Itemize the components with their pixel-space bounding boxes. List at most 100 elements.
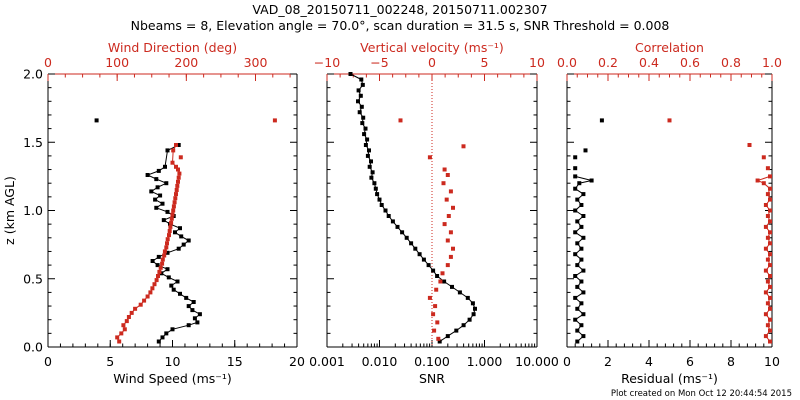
data-point (579, 257, 584, 262)
top-tick-label: 0 (428, 55, 436, 70)
data-point (173, 196, 178, 201)
data-point (573, 208, 578, 213)
data-point (272, 118, 277, 123)
data-point (165, 250, 170, 255)
data-point (575, 241, 580, 246)
top-tick-label: 0.0 (557, 55, 577, 70)
top-tick-label: 0.6 (680, 55, 700, 70)
data-point (174, 143, 178, 147)
data-point (195, 320, 200, 325)
data-point (573, 230, 578, 235)
data-point (165, 241, 169, 246)
data-point (186, 238, 191, 243)
data-point (149, 189, 154, 194)
data-point (165, 237, 170, 242)
data-point (365, 153, 370, 158)
bottom-tick-label: 0 (44, 354, 52, 369)
data-point (375, 192, 380, 197)
data-point (765, 301, 770, 306)
data-point (383, 208, 388, 213)
data-point (156, 168, 161, 173)
data-point (432, 328, 437, 333)
data-point (360, 82, 365, 87)
data-point (457, 290, 462, 295)
data-point (450, 284, 454, 289)
data-point (435, 320, 440, 325)
data-point (579, 203, 584, 207)
data-point (448, 230, 453, 235)
data-point (445, 263, 450, 268)
data-point (573, 252, 578, 257)
data-point (170, 327, 175, 332)
top-tick-label: 100 (105, 55, 129, 70)
data-point (768, 263, 772, 268)
plot-created-footer: Plot created on Mon Oct 12 20:44:54 2015 (611, 389, 792, 399)
data-point (417, 252, 422, 257)
data-point (161, 218, 166, 223)
top-tick-label: 0 (44, 55, 52, 70)
data-point (167, 229, 172, 233)
data-point (437, 339, 442, 344)
data-point (573, 155, 578, 160)
data-point (461, 144, 466, 149)
data-point (765, 214, 770, 218)
figure-title-line1: VAD_08_20150711_002248, 20150711.002307 (252, 2, 547, 17)
top-axis-label: Correlation (635, 40, 704, 55)
data-point (763, 312, 768, 317)
bottom-axis-label: Residual (ms⁻¹) (621, 371, 718, 386)
data-point (451, 205, 455, 210)
data-point (765, 235, 770, 240)
data-point (154, 278, 159, 283)
data-point (160, 201, 165, 206)
data-point (579, 246, 584, 251)
data-point (129, 310, 134, 315)
data-point (461, 323, 466, 328)
data-point (667, 118, 672, 123)
data-point (157, 269, 162, 274)
data-point (172, 200, 177, 205)
data-point (577, 181, 582, 186)
data-point (442, 222, 447, 227)
data-point (115, 335, 120, 340)
data-point (763, 268, 768, 273)
data-point (357, 110, 362, 115)
data-point (361, 115, 366, 120)
data-point (765, 192, 770, 197)
data-point (155, 263, 160, 268)
data-point (768, 208, 772, 213)
data-point (160, 335, 165, 340)
data-point (761, 155, 766, 160)
data-point (579, 279, 584, 284)
panel-2: 0.001 0.010 0.100 1.000 10.000 SNR −10 −5 0 5 10 Ve… (309, 40, 559, 386)
bottom-tick-label: 1.000 (467, 354, 503, 369)
data-point (176, 167, 180, 172)
data-point (579, 224, 584, 229)
data-point (156, 254, 161, 259)
data-point (575, 284, 580, 289)
data-point (174, 192, 178, 197)
data-point (379, 203, 384, 207)
data-point (192, 316, 197, 321)
data-point (153, 197, 158, 202)
data-point (363, 143, 368, 147)
top-axis-label: Wind Direction (deg) (108, 40, 237, 55)
y-tick-label: 2.0 (23, 67, 43, 82)
data-point (575, 263, 580, 268)
data-point (445, 173, 450, 177)
data-point (579, 301, 584, 306)
data-point (174, 188, 179, 192)
data-point (176, 246, 181, 251)
data-point (126, 315, 131, 319)
series-line (146, 144, 201, 342)
data-point (448, 189, 453, 194)
data-point (150, 286, 155, 291)
data-point (470, 301, 475, 306)
data-point (421, 257, 426, 262)
data-point (404, 235, 409, 240)
data-point (579, 323, 584, 328)
data-point (575, 306, 580, 311)
data-point (145, 294, 150, 299)
data-point (444, 197, 449, 202)
data-point (581, 268, 586, 273)
data-point (138, 302, 143, 307)
